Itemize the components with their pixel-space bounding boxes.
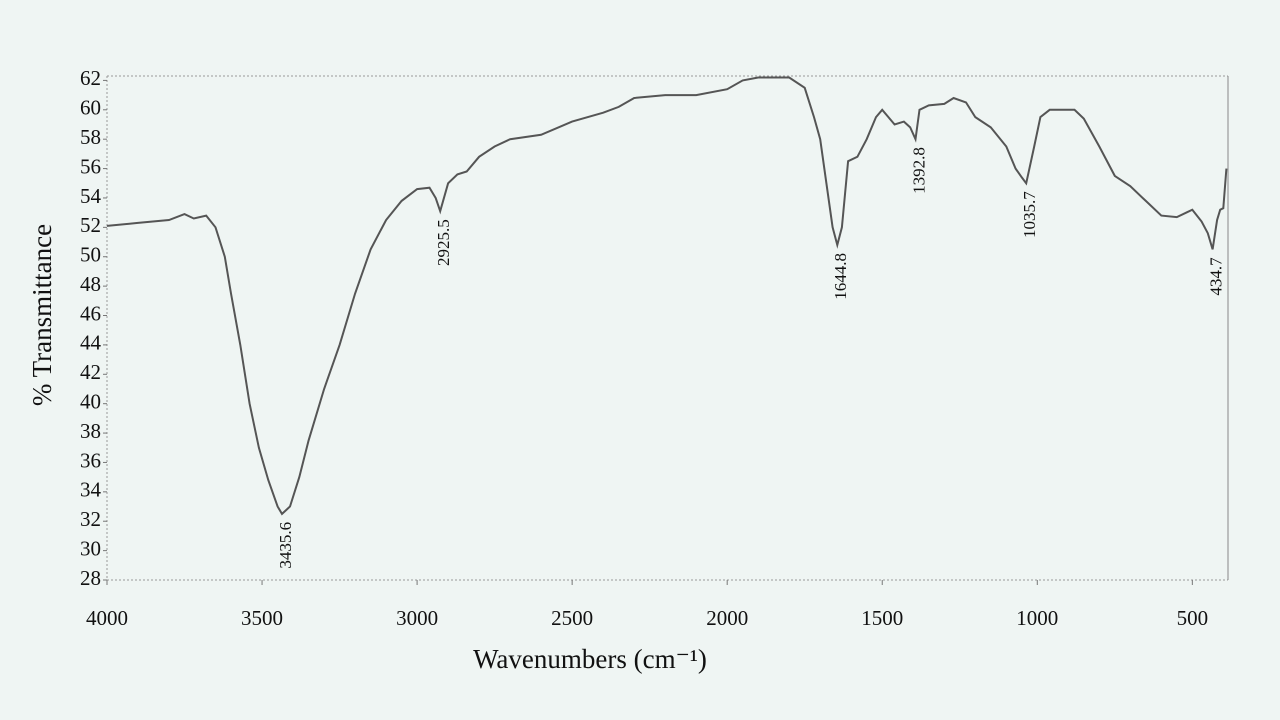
y-tick-label: 56 <box>80 154 101 178</box>
peak-label: 434.7 <box>1206 257 1225 296</box>
x-tick-label: 3500 <box>241 606 283 630</box>
x-axis-label: Wavenumbers (cm⁻¹) <box>473 644 707 674</box>
peak-label: 1392.8 <box>909 147 928 194</box>
y-tick-label: 48 <box>80 272 101 296</box>
x-tick-label: 1000 <box>1016 606 1058 630</box>
y-axis-label: % Transmittance <box>27 224 57 406</box>
x-tick-label: 1500 <box>861 606 903 630</box>
y-tick-label: 30 <box>80 536 101 560</box>
y-tick-label: 44 <box>80 331 102 355</box>
y-tick-label: 36 <box>80 448 101 472</box>
spectrum-line <box>106 76 1228 516</box>
x-tick-label: 2500 <box>551 606 593 630</box>
x-tick-label: 4000 <box>86 606 128 630</box>
y-tick-label: 54 <box>80 184 102 208</box>
peak-label: 1644.8 <box>831 253 850 300</box>
y-tick-label: 50 <box>80 243 101 267</box>
y-tick-label: 40 <box>80 389 101 413</box>
y-tick-label: 60 <box>80 96 101 120</box>
y-tick-label: 38 <box>80 419 101 443</box>
y-tick-label: 62 <box>80 66 101 90</box>
peak-label: 1035.7 <box>1020 191 1039 238</box>
y-tick-label: 34 <box>80 478 102 502</box>
y-tick-label: 42 <box>80 360 101 384</box>
y-tick-label: 28 <box>80 566 101 590</box>
y-tick-label: 46 <box>80 301 101 325</box>
y-tick-label: 52 <box>80 213 101 237</box>
peak-label: 2925.5 <box>434 219 453 266</box>
y-tick-label: 32 <box>80 507 101 531</box>
x-tick-label: 500 <box>1177 606 1209 630</box>
x-tick-label: 3000 <box>396 606 438 630</box>
x-tick-label: 2000 <box>706 606 748 630</box>
y-tick-label: 58 <box>80 125 101 149</box>
peak-label: 3435.6 <box>276 522 295 569</box>
